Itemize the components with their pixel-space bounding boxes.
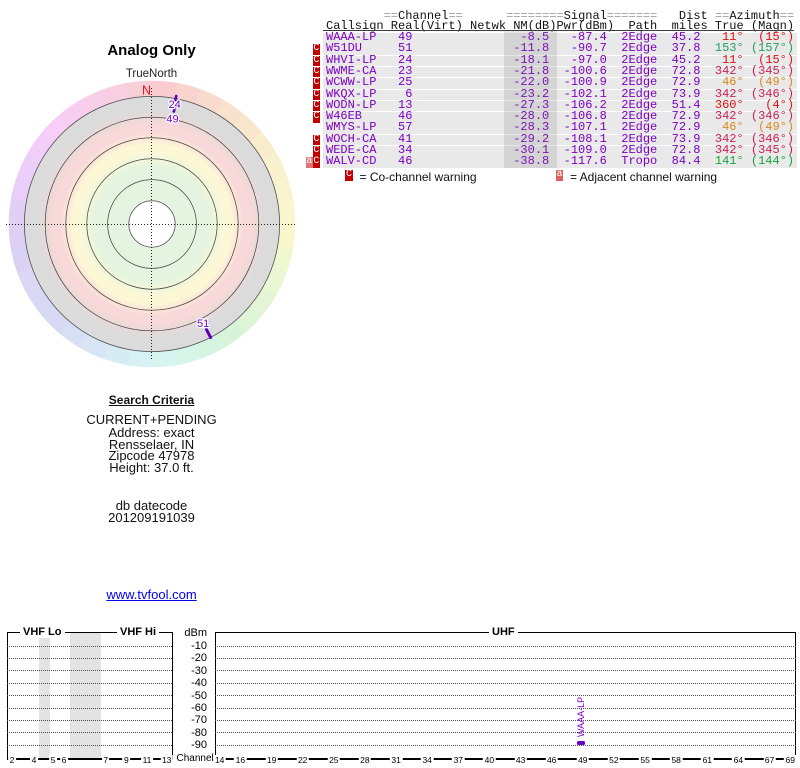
svg-text:51: 51 [196,318,208,330]
svg-text:49: 49 [166,114,178,126]
svg-text:24: 24 [168,99,180,111]
svg-text:N: N [141,84,150,98]
